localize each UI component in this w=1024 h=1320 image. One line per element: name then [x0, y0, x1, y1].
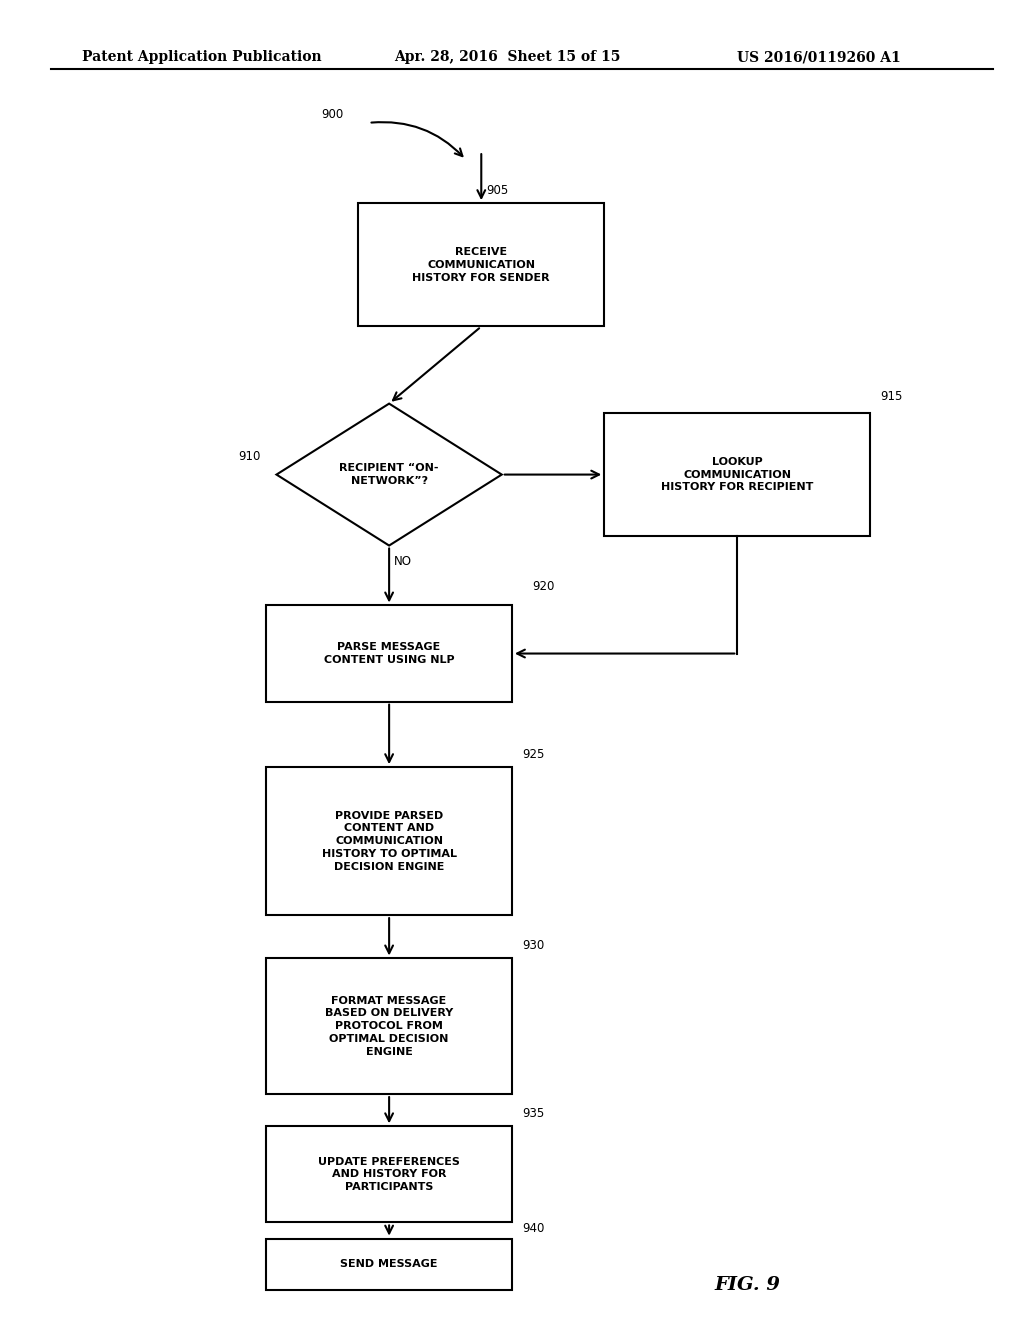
Text: 930: 930	[522, 940, 545, 952]
Text: Patent Application Publication: Patent Application Publication	[82, 50, 322, 65]
Text: RECEIVE
COMMUNICATION
HISTORY FOR SENDER: RECEIVE COMMUNICATION HISTORY FOR SENDER	[413, 247, 550, 282]
Text: UPDATE PREFERENCES
AND HISTORY FOR
PARTICIPANTS: UPDATE PREFERENCES AND HISTORY FOR PARTI…	[318, 1156, 460, 1192]
Text: PROVIDE PARSED
CONTENT AND
COMMUNICATION
HISTORY TO OPTIMAL
DECISION ENGINE: PROVIDE PARSED CONTENT AND COMMUNICATION…	[322, 810, 457, 871]
Text: 915: 915	[881, 389, 903, 403]
FancyBboxPatch shape	[266, 767, 512, 915]
FancyBboxPatch shape	[266, 958, 512, 1094]
Text: 900: 900	[321, 108, 343, 120]
FancyBboxPatch shape	[358, 203, 604, 326]
Text: SEND MESSAGE: SEND MESSAGE	[340, 1259, 438, 1270]
Text: 905: 905	[486, 183, 509, 197]
Text: 935: 935	[522, 1107, 545, 1121]
Text: LOOKUP
COMMUNICATION
HISTORY FOR RECIPIENT: LOOKUP COMMUNICATION HISTORY FOR RECIPIE…	[662, 457, 813, 492]
FancyBboxPatch shape	[266, 1126, 512, 1222]
Text: FORMAT MESSAGE
BASED ON DELIVERY
PROTOCOL FROM
OPTIMAL DECISION
ENGINE: FORMAT MESSAGE BASED ON DELIVERY PROTOCO…	[325, 995, 454, 1057]
Text: US 2016/0119260 A1: US 2016/0119260 A1	[737, 50, 901, 65]
FancyBboxPatch shape	[266, 606, 512, 702]
Polygon shape	[276, 404, 502, 545]
Text: 920: 920	[532, 579, 555, 593]
Text: PARSE MESSAGE
CONTENT USING NLP: PARSE MESSAGE CONTENT USING NLP	[324, 642, 455, 665]
Text: NO: NO	[394, 556, 413, 569]
Text: Apr. 28, 2016  Sheet 15 of 15: Apr. 28, 2016 Sheet 15 of 15	[394, 50, 621, 65]
FancyBboxPatch shape	[604, 413, 870, 536]
Text: FIG. 9: FIG. 9	[715, 1276, 780, 1295]
Text: 940: 940	[522, 1222, 545, 1234]
Text: 925: 925	[522, 748, 545, 760]
Text: RECIPIENT “ON-
NETWORK”?: RECIPIENT “ON- NETWORK”?	[339, 463, 439, 486]
FancyBboxPatch shape	[266, 1238, 512, 1291]
Text: 910: 910	[239, 450, 261, 462]
